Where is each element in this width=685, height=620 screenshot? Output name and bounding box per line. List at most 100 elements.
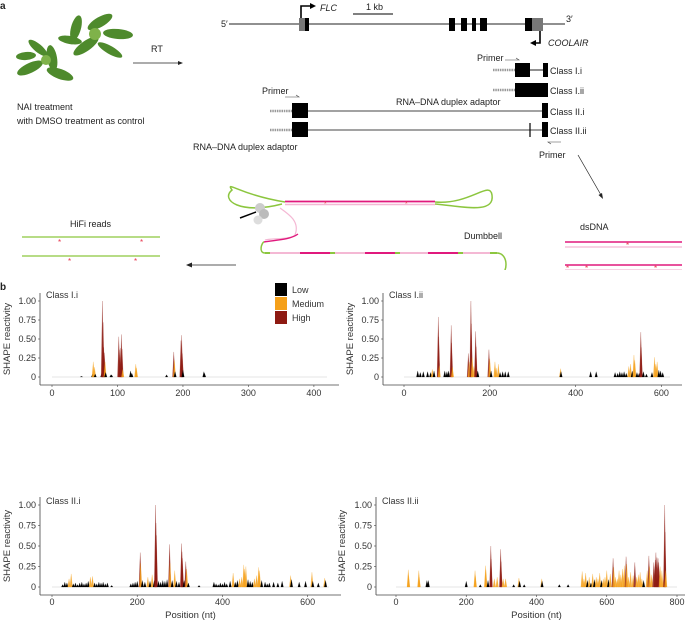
- bar-low: [503, 371, 507, 378]
- bar-low: [233, 581, 237, 588]
- y-tick-label: 0.75: [361, 315, 379, 325]
- y-tick-label: 1.00: [361, 296, 379, 306]
- bar-low: [186, 582, 190, 588]
- y-axis-label: SHAPE reactivity: [2, 510, 13, 583]
- bar-low: [620, 371, 624, 378]
- five-prime-label: 5′: [221, 19, 228, 29]
- bar-low: [99, 582, 103, 588]
- bar-medium: [173, 570, 177, 588]
- bar-low: [203, 372, 207, 378]
- treatment-text-1: NAI treatment: [17, 102, 73, 112]
- bar-medium: [417, 577, 421, 588]
- bar-low: [276, 582, 280, 588]
- bar-medium: [146, 577, 150, 588]
- bar-medium: [605, 570, 609, 588]
- bar-medium: [633, 360, 637, 378]
- bar-low: [173, 371, 177, 378]
- transcript-class-i-ii: Class I.ii: [493, 83, 584, 97]
- bar-low: [324, 580, 328, 588]
- bar-low: [489, 370, 493, 378]
- bar-low: [311, 581, 315, 588]
- bar-low: [131, 582, 135, 588]
- bar-low: [416, 370, 420, 378]
- bar-high: [489, 559, 493, 588]
- bar-medium: [501, 578, 505, 588]
- y-tick-label: 1.00: [18, 500, 36, 510]
- dsdna-strands: ********: [565, 241, 682, 270]
- bar-medium: [430, 369, 434, 378]
- modification-star: *: [140, 238, 143, 247]
- bar-low: [140, 580, 144, 588]
- bar-low: [161, 580, 165, 588]
- bar-medium: [91, 576, 94, 588]
- bar-medium: [134, 367, 138, 378]
- hifi-reads: ********: [22, 236, 160, 266]
- bar-medium: [504, 578, 508, 588]
- bar-low: [518, 581, 522, 588]
- bar-low: [170, 580, 174, 588]
- coolair-arrow: [530, 31, 541, 46]
- modification-star: *: [405, 201, 408, 208]
- panel-b-label: b: [0, 282, 6, 293]
- primer-label: Primer: [477, 53, 504, 63]
- chart-class-ii-ii: 0 0.25 0.50 0.75 1.00 0 200 400 600 800 Class II.i…: [337, 496, 685, 620]
- transcript-class-ii-ii: Class II.ii RNA–DNA duplex adaptor Prime…: [193, 122, 587, 160]
- class-label: Class I.i: [550, 66, 582, 76]
- chart-title: Class I.ii: [389, 290, 423, 300]
- bar-low: [540, 581, 544, 588]
- class-label: Class I.ii: [550, 86, 584, 96]
- bar-low: [73, 582, 77, 588]
- bar-low: [624, 372, 628, 378]
- bar-low: [443, 370, 447, 378]
- modification-star: *: [58, 238, 61, 247]
- y-tick-label: 0.25: [361, 353, 379, 363]
- modification-star: *: [68, 257, 71, 266]
- bar-medium: [598, 573, 602, 588]
- bar-low: [63, 581, 67, 588]
- bar-medium: [437, 365, 441, 378]
- bar-low: [216, 584, 220, 588]
- bar-low: [165, 374, 169, 378]
- bar-low: [522, 584, 526, 588]
- bar-low: [148, 581, 152, 588]
- x-tick-label: 200: [130, 597, 145, 607]
- bar-medium: [627, 577, 630, 588]
- bar-low: [220, 583, 224, 588]
- bar-medium: [252, 578, 256, 588]
- bar-low: [65, 582, 69, 588]
- bar-low: [478, 584, 482, 588]
- bar-medium: [255, 575, 259, 588]
- bar-low: [80, 581, 84, 588]
- bar-low: [501, 371, 505, 378]
- legend: Low Medium High: [275, 283, 324, 324]
- bar-low: [267, 582, 271, 588]
- bar-low: [618, 371, 622, 378]
- bar-medium: [69, 573, 73, 588]
- rolling-circle-products: [260, 241, 507, 270]
- bar-low: [316, 582, 320, 588]
- bar-low: [644, 373, 648, 378]
- bar-low: [110, 374, 114, 378]
- bar-medium: [139, 563, 143, 588]
- bar-low: [506, 371, 510, 378]
- bar-medium: [648, 566, 652, 588]
- bar-medium: [587, 577, 591, 588]
- bar-low: [650, 371, 654, 378]
- legend-label: High: [292, 313, 311, 323]
- bar-low: [212, 581, 216, 588]
- bar-low: [641, 371, 645, 378]
- bar-low: [297, 581, 301, 588]
- primer-label: Primer: [539, 150, 566, 160]
- bar-low: [79, 376, 84, 378]
- legend-swatch-low: [275, 283, 287, 296]
- y-tick-label: 1.00: [354, 500, 372, 510]
- bar-medium: [495, 577, 499, 588]
- x-tick-label: 600: [599, 597, 614, 607]
- modification-star: *: [566, 264, 569, 270]
- bar-low: [290, 579, 293, 588]
- bar-medium: [244, 566, 248, 588]
- bar-low: [181, 370, 185, 378]
- chart-title: Class I.i: [46, 290, 78, 300]
- bar-medium: [231, 573, 235, 588]
